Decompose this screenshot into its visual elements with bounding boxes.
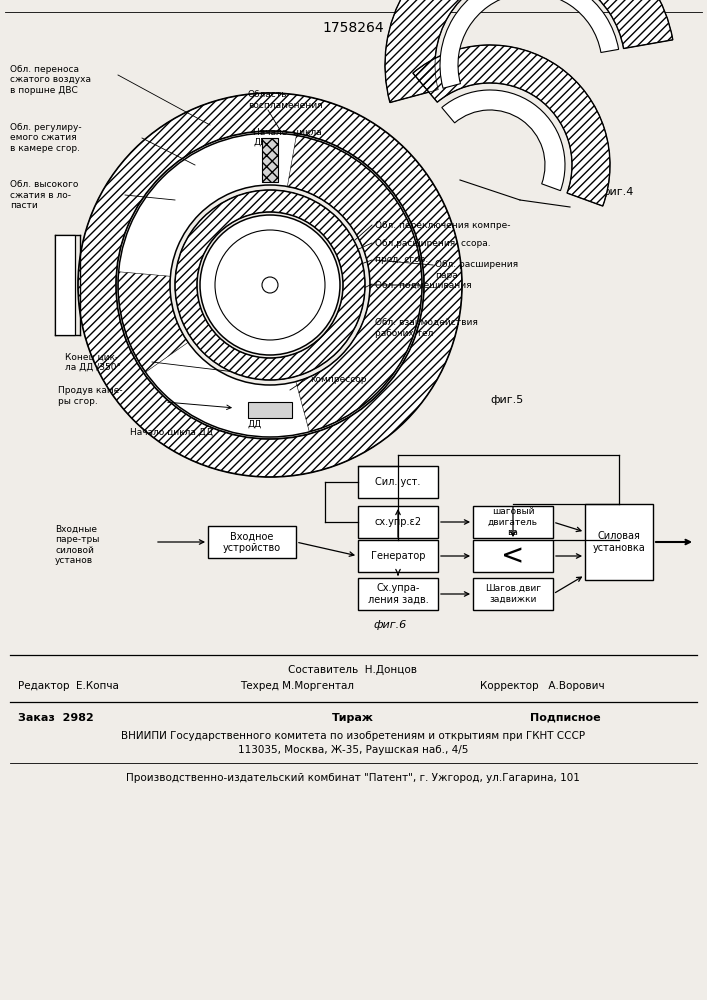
Bar (358, 506, 438, 538)
Text: фиг.4: фиг.4 (600, 187, 633, 197)
Circle shape (200, 215, 340, 355)
Text: <: < (501, 542, 525, 570)
Text: Обл.расширения  ссора.: Обл.расширения ссора. (375, 238, 491, 247)
Bar (248, 402, 292, 418)
Bar (585, 504, 653, 580)
Bar (262, 138, 278, 182)
Text: Входное
устройство: Входное устройство (223, 531, 281, 553)
Wedge shape (78, 93, 462, 477)
Text: фиг.5: фиг.5 (490, 395, 523, 405)
Bar (473, 578, 553, 610)
Text: Генератор: Генератор (370, 551, 425, 561)
Text: ДВС: ДВС (248, 406, 267, 414)
Text: Техред М.Моргентал: Техред М.Моргентал (240, 681, 354, 691)
Bar (262, 138, 278, 182)
Text: Обл. подмешивания: Обл. подмешивания (375, 280, 472, 290)
Text: Редактор  Е.Копча: Редактор Е.Копча (18, 681, 119, 691)
Wedge shape (385, 0, 673, 103)
Text: ВНИИПИ Государственного комитета по изобретениям и открытиям при ГКНТ СССР: ВНИИПИ Государственного комитета по изоб… (121, 731, 585, 741)
Text: 113035, Москва, Ж-35, Раушская наб., 4/5: 113035, Москва, Ж-35, Раушская наб., 4/5 (238, 745, 468, 755)
Bar (473, 506, 553, 538)
Text: Тираж: Тираж (332, 713, 374, 723)
Text: Обл. высокого
сжатия в ло-
пасти: Обл. высокого сжатия в ло- пасти (10, 180, 78, 210)
Text: ДД: ДД (248, 420, 262, 428)
Wedge shape (413, 45, 610, 206)
Wedge shape (440, 0, 619, 88)
Text: Начало  цикла
ДВС: Начало цикла ДВС (253, 127, 322, 147)
Text: 1758264: 1758264 (322, 21, 384, 35)
Text: компрессор: компрессор (310, 375, 366, 384)
Wedge shape (442, 90, 565, 191)
Text: Обл. регулиру-
емого сжатия
в камере сгор.: Обл. регулиру- емого сжатия в камере сго… (10, 123, 81, 153)
Text: Подписное: Подписное (530, 713, 601, 723)
Text: Входные
паре-тры
силовой
установ: Входные паре-тры силовой установ (55, 525, 100, 565)
Text: Производственно-издательский комбинат "Патент", г. Ужгород, ул.Гагарина, 101: Производственно-издательский комбинат "П… (126, 773, 580, 783)
Wedge shape (118, 133, 422, 437)
Text: Сил. уст.: Сил. уст. (375, 477, 421, 487)
Text: Обл. переключения компре-: Обл. переключения компре- (375, 221, 510, 230)
Circle shape (262, 277, 278, 293)
Text: фиг.6: фиг.6 (373, 620, 407, 630)
Text: прод. сгор.: прод. сгор. (375, 255, 428, 264)
Text: Составитель  Н.Донцов: Составитель Н.Донцов (288, 665, 418, 675)
Text: Обл. переноса
сжатого воздуха
в поршне ДВС: Обл. переноса сжатого воздуха в поршне Д… (10, 65, 91, 95)
Bar (473, 540, 553, 572)
Text: Обл. расширения
пара: Обл. расширения пара (435, 260, 518, 280)
Text: Шагов.двиг
задвижки: Шагов.двиг задвижки (485, 584, 541, 604)
Text: Силовая
установка: Силовая установка (592, 531, 645, 553)
Text: Продув каме-
ры сгор.: Продув каме- ры сгор. (58, 386, 122, 406)
Text: Обл. взаимодействия
рабочих тел: Обл. взаимодействия рабочих тел (375, 318, 478, 338)
Text: Конец цик-
ла ДД /350°: Конец цик- ла ДД /350° (65, 352, 121, 372)
Bar (358, 466, 438, 498)
Text: Область
воспламенения: Область воспламенения (248, 90, 322, 110)
Text: сх.упр.ε2: сх.упр.ε2 (375, 517, 421, 527)
Bar (208, 526, 296, 558)
Bar (358, 540, 438, 572)
Text: шаговый
двигатель
вa: шаговый двигатель вa (488, 507, 538, 537)
Bar (358, 578, 438, 610)
Text: Сх.упра-
ления задв.: Сх.упра- ления задв. (368, 583, 428, 605)
Text: Корректор   А.Ворович: Корректор А.Ворович (480, 681, 604, 691)
Wedge shape (175, 190, 365, 380)
Bar (55, 235, 75, 335)
Text: Начало цикла ДД: Начало цикла ДД (130, 428, 213, 436)
Text: Заказ  2982: Заказ 2982 (18, 713, 94, 723)
Circle shape (215, 230, 325, 340)
